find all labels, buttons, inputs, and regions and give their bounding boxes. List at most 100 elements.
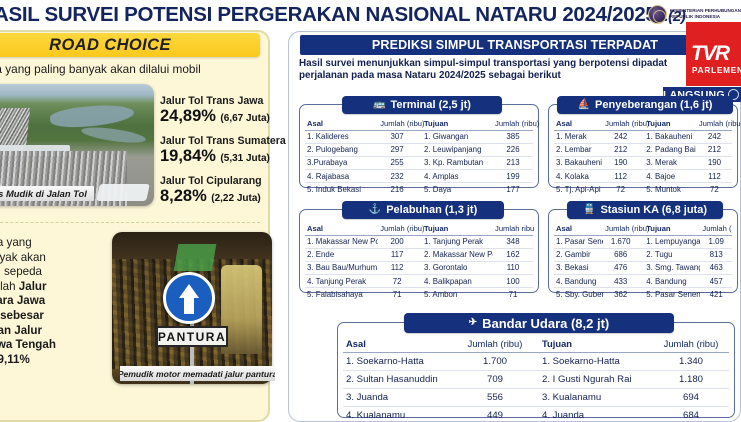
cell-asal: 1. Soekarno-Hatta — [343, 352, 457, 371]
bandara-table-body: 1. Soekarno-Hatta 1.700 1. Soekarno-Hatta 1… — [343, 352, 729, 422]
cell-jumlah-asal: 71 — [392, 289, 402, 299]
card-pelabuhan-header: ⚓ Pelabuhan (1,3 jt) — [342, 201, 504, 219]
cell-jumlah-asal: 112 — [378, 261, 416, 276]
col-asal: Asal — [343, 336, 457, 353]
cell-jumlah-asal: 1.700 — [457, 352, 533, 371]
table-row: 4. Kualanamu 449 4. Juanda 684 — [343, 406, 729, 422]
cell-asal: 3.Purabaya — [305, 156, 379, 171]
cell-gap — [415, 248, 422, 262]
tvr-logo-top: TVR — [691, 42, 730, 65]
card-bandara-title: Bandar Udara (8,2 jt) — [482, 315, 610, 331]
cell-jumlah-tujuan: 71 — [508, 289, 518, 299]
cell-gap — [415, 235, 422, 249]
cell-jumlah-asal: 112 — [603, 169, 639, 184]
train-icon: 🚆 — [582, 204, 596, 215]
cell-asal: 3. Juanda — [343, 388, 457, 407]
broadcast-red-tab — [686, 22, 741, 33]
cell-jumlah-asal: 255 — [378, 156, 416, 171]
table-row: 2. Pulogebang 297 2. Leuwipanjang 226 — [305, 143, 533, 157]
table-row: 2. Gambir 686 2. Tugu 813 — [554, 248, 732, 262]
card-pelabuhan-body: Asal Jumlah (ribu) Tujuan Jumlah ribu 1.… — [300, 223, 538, 299]
table-row: 3.Purabaya 255 3. Kp. Rambutan 213 — [305, 156, 533, 171]
col-asal: Asal — [305, 223, 379, 236]
table-row: 5. Tj. Api-Api 72 5. Muntok 72 — [554, 183, 732, 196]
col-jumlah-asal: Jumlah (ribu) — [378, 118, 425, 131]
cell-asal: 2. Pulogebang — [305, 143, 379, 157]
top-header-bar: ASIL SURVEI POTENSI PERGERAKAN NASIONAL … — [0, 0, 741, 29]
table-row: 3. Bekasi 476 3. Smg. Tawang 463 — [554, 261, 732, 276]
cell-jumlah-asal: 709 — [457, 370, 533, 389]
cell-jumlah-asal: 232 — [378, 169, 416, 184]
col-tujuan: Tujuan — [644, 118, 697, 131]
table-header-row: Asal Jumlah (ribu) Tujuan Jumlah ( — [554, 223, 732, 236]
cell-jumlah-tujuan: 813 — [700, 248, 732, 262]
fact-cipularang-abs: (2,22 Juta) — [211, 193, 261, 204]
cell-jumlah-tujuan: 199 — [493, 169, 533, 184]
straight-arrow-sign-icon — [162, 271, 215, 324]
card-bandara-header: ✈ Bandar Udara (8,2 jt) — [404, 313, 674, 333]
table-row: 3. Bau Bau/Murhum 112 3. Gorontalo 110 — [305, 261, 533, 276]
ministry-line-2: REPUBLIK INDONESIA — [669, 14, 721, 19]
cell-asal: 5. Falabisahaya — [307, 289, 363, 299]
cell-tujuan: 5. Muntok — [646, 184, 681, 194]
road-choice-title: ROAD CHOICE — [49, 35, 171, 54]
cell-gap — [532, 406, 539, 422]
cell-gap — [638, 130, 645, 144]
cell-tujuan: 1. Tanjung Perak — [421, 235, 494, 249]
section-divider — [0, 222, 260, 223]
cell-tujuan: 3. Gorontalo — [421, 261, 494, 276]
card-terminal-title: Terminal (2,5 jt) — [390, 99, 471, 111]
card-terminal-header: 🚌 Terminal (2,5 jt) — [342, 96, 502, 114]
cell-asal: 1. Makassar New Port — [305, 235, 379, 249]
fact-trans-sumatera-abs: (5,31 Juta) — [220, 153, 270, 164]
ministry-emblem-icon — [647, 4, 667, 24]
cell-jumlah-asal: 242 — [603, 130, 639, 144]
page-title: ASIL SURVEI POTENSI PERGERAKAN NASIONAL … — [0, 1, 686, 30]
ministry-logo-block: KEMENTERIAN PERHUBUNGAN REPUBLIK INDONES… — [647, 3, 741, 25]
table-row: 1. Makassar New Port 200 1. Tanjung Perak 3… — [305, 235, 533, 249]
table-header-row: Asal Jumlah (ribu) Tujuan Jumlah (ribu) — [305, 118, 540, 131]
photo-water-2 — [80, 124, 147, 146]
cell-asal: 3. Bau Bau/Murhum — [305, 261, 379, 276]
cell-jumlah-tujuan: 694 — [652, 388, 729, 407]
cell-asal: 2. Lembar — [554, 143, 604, 157]
cell-asal: 4. Rajabasa — [305, 169, 379, 184]
table-header-row: Asal Jumlah (ribu) Tujuan Jumlah ribu — [305, 223, 534, 236]
photo-tent — [96, 184, 151, 202]
cell-jumlah-tujuan: 1.340 — [652, 352, 729, 371]
cell-gap — [638, 143, 645, 157]
bandara-table: Asal Jumlah (ribu) Tujuan Jumlah (ribu) … — [343, 336, 729, 422]
motorcycle-route-text: r utama yangng banyak akanlui oleh seped… — [0, 236, 56, 366]
card-terminal-body: Asal Jumlah (ribu) Tujuan Jumlah (ribu) … — [300, 118, 540, 194]
table-row: 5. Induk Bekasi 216 5. Daya 177 — [305, 183, 533, 196]
cell-jumlah-tujuan: 110 — [493, 261, 533, 276]
fact-trans-sumatera-label: Jalur Tol Trans Sumatera — [160, 135, 286, 147]
cell-asal: 4. Kualanamu — [343, 406, 457, 422]
cell-jumlah-tujuan: 112 — [696, 169, 732, 184]
cell-jumlah-tujuan: 1.09 — [700, 235, 732, 249]
col-gap — [415, 223, 422, 236]
col-jumlah-tujuan: Jumlah (ribu) — [493, 118, 540, 131]
cell-jumlah-asal: 117 — [378, 248, 416, 262]
cell-tujuan: 5. Ambon — [423, 289, 458, 299]
pelabuhan-table-body: 1. Makassar New Port 200 1. Tanjung Perak 3… — [305, 235, 533, 300]
cell-jumlah-asal: 556 — [457, 388, 533, 407]
cell-asal: 3. Bakauheni — [554, 156, 604, 171]
col-jumlah-asal: Jumlah (ribu) — [603, 118, 650, 131]
card-stasiun-title: Stasiun KA (6,8 juta) — [600, 204, 707, 216]
fact-trans-jawa-pct: 24,89% — [160, 107, 216, 125]
cell-tujuan: 4. Bandung — [644, 274, 701, 289]
cell-jumlah-tujuan: 72 — [710, 184, 719, 194]
card-penyeberangan-body: Asal Jumlah (ribu) Tujuan Jumlah (ribu) … — [549, 118, 741, 194]
col-gap — [532, 336, 539, 353]
col-gap — [638, 118, 645, 131]
cell-asal: 5. Tj. Api-Api — [556, 184, 601, 194]
cell-jumlah-asal: 212 — [603, 143, 639, 157]
cell-jumlah-tujuan: 100 — [493, 274, 533, 289]
page-title-main: ASIL SURVEI POTENSI PERGERAKAN NASIONAL … — [0, 3, 657, 26]
table-row: 3. Juanda 556 3. Kualanamu 694 — [343, 388, 729, 407]
cell-gap — [532, 388, 539, 407]
